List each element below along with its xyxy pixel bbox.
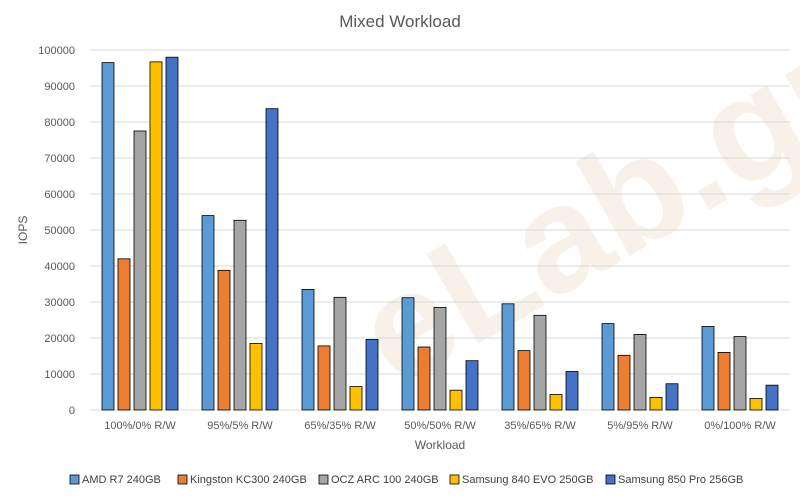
bar [101, 62, 115, 411]
legend-swatch [318, 474, 329, 485]
bar [233, 219, 247, 411]
bars [101, 56, 779, 411]
x-tick-label: 50%/50% R/W [404, 420, 476, 432]
bar [549, 394, 563, 411]
bar [649, 396, 663, 411]
bar [501, 303, 515, 411]
bar [765, 384, 779, 411]
bar [301, 288, 315, 411]
legend-swatch [449, 474, 460, 485]
bar [433, 306, 447, 411]
bar [449, 389, 463, 411]
y-axis-label: IOPS [16, 216, 30, 245]
bar [417, 346, 431, 411]
y-tick-label: 10000 [44, 369, 75, 381]
legend-label: Samsung 840 EVO 250GB [462, 474, 593, 486]
x-tick-label: 0%/100% R/W [704, 420, 776, 432]
bar [565, 371, 579, 411]
chart-title: Mixed Workload [339, 12, 461, 31]
y-tick-label: 30000 [44, 297, 75, 309]
bar [733, 336, 747, 411]
y-tick-label: 90000 [44, 81, 75, 93]
y-tick-label: 70000 [44, 153, 75, 165]
x-tick-label: 100%/0% R/W [104, 420, 176, 432]
bar [617, 354, 631, 411]
bar [217, 269, 231, 411]
y-tick-label: 80000 [44, 117, 75, 129]
bar [201, 215, 215, 411]
x-axis-label: Workload [415, 438, 465, 452]
bar [365, 339, 379, 411]
bar [333, 296, 347, 411]
bar [165, 56, 179, 411]
bar [533, 314, 547, 411]
bar [633, 333, 647, 411]
bar [265, 108, 279, 411]
y-tick-label: 50000 [44, 225, 75, 237]
bar [349, 386, 363, 411]
bar [601, 323, 615, 411]
bar [701, 326, 715, 411]
bar [149, 61, 163, 411]
legend-swatch [69, 474, 80, 485]
y-tick-labels: 0 10000 20000 30000 40000 50000 60000 70000 8000… [38, 45, 75, 417]
bar [317, 345, 331, 411]
bar [117, 258, 131, 411]
x-tick-label: 65%/35% R/W [304, 420, 376, 432]
bar [665, 383, 679, 411]
y-tick-label: 20000 [44, 333, 75, 345]
legend-swatch [177, 474, 188, 485]
bar [465, 360, 479, 411]
bar [133, 130, 147, 411]
x-tick-label: 95%/5% R/W [207, 420, 273, 432]
y-tick-label: 40000 [44, 261, 75, 273]
bar [401, 297, 415, 411]
legend: AMD R7 240GB Kingston KC300 240GB OCZ ARC … [69, 474, 743, 486]
legend-swatch [605, 474, 616, 485]
bar [249, 342, 263, 411]
legend-label: OCZ ARC 100 240GB [331, 474, 439, 486]
x-tick-label: 5%/95% R/W [607, 420, 673, 432]
y-tick-label: 0 [69, 405, 75, 417]
x-tick-labels: 100%/0% R/W 95%/5% R/W 65%/35% R/W 50%/50% … [104, 420, 776, 432]
y-tick-label: 60000 [44, 189, 75, 201]
legend-label: Kingston KC300 240GB [190, 474, 307, 486]
x-tick-label: 35%/65% R/W [504, 420, 576, 432]
bar [749, 398, 763, 411]
legend-label: AMD R7 240GB [82, 474, 161, 486]
bar [717, 351, 731, 411]
y-tick-label: 100000 [38, 45, 75, 57]
legend-label: Samsung 850 Pro 256GB [618, 474, 743, 486]
bar [517, 350, 531, 411]
